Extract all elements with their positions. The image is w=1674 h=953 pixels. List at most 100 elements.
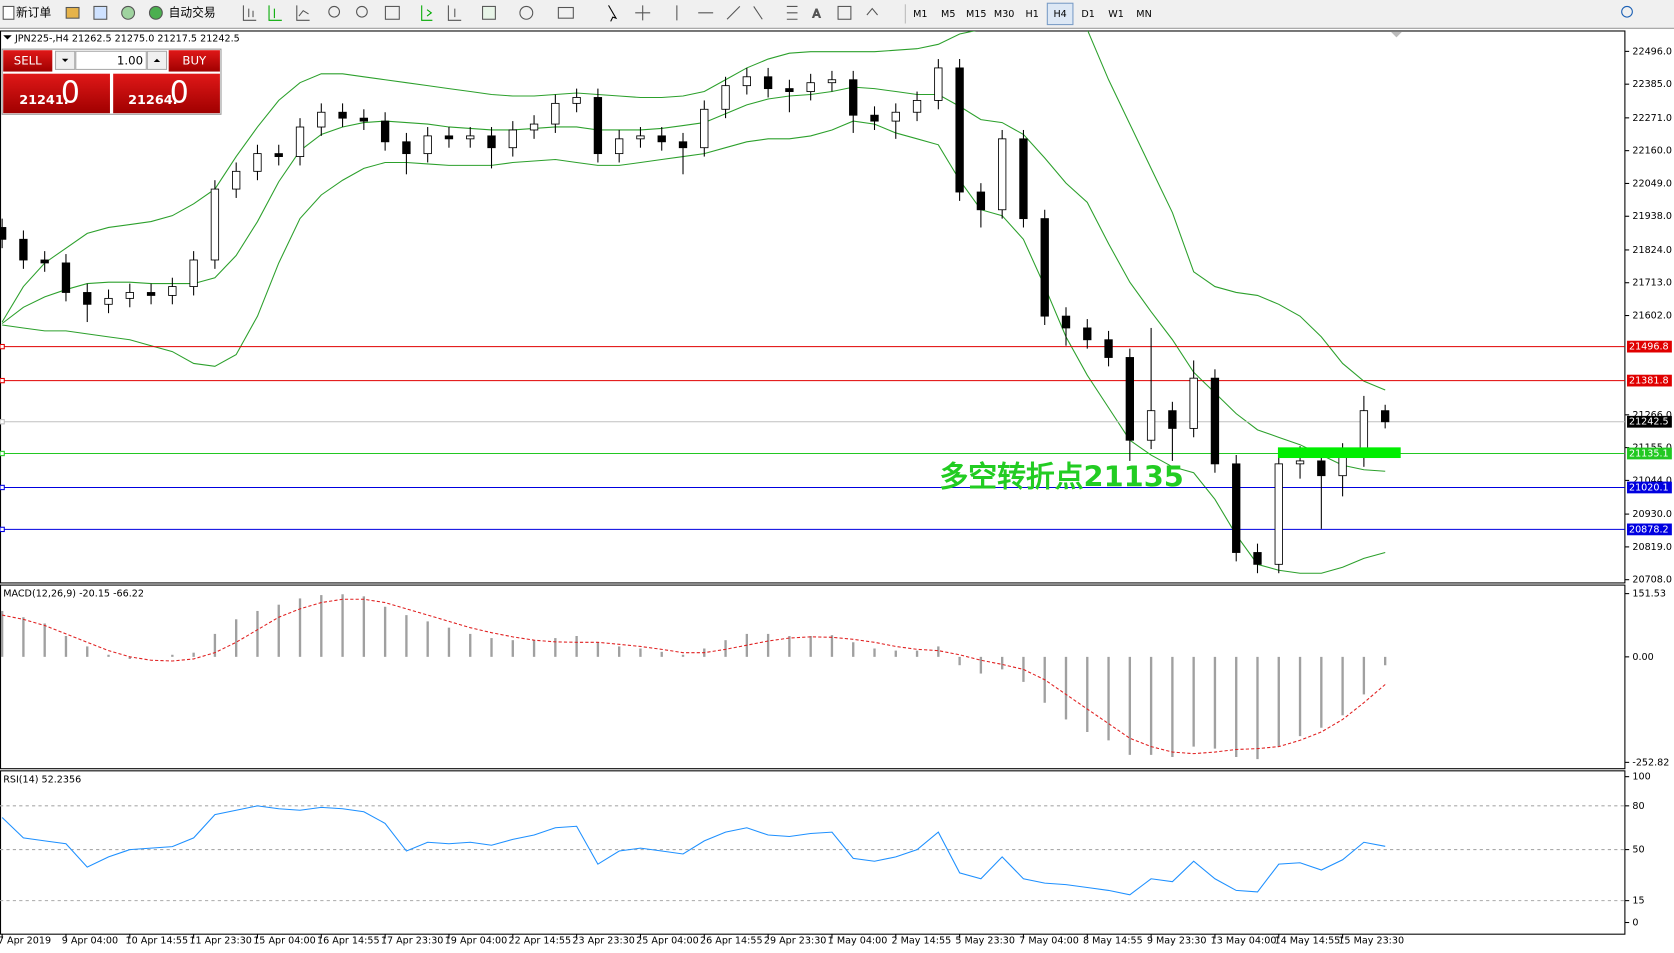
- candle-body: [636, 135, 645, 140]
- level-label: 21496.8: [1629, 342, 1669, 353]
- candle-body: [1210, 377, 1220, 465]
- candle-body: [615, 138, 624, 155]
- sell-price-box[interactable]: [3, 73, 110, 114]
- timeframe-button[interactable]: M1: [913, 9, 927, 20]
- arrow: [61, 58, 69, 62]
- icon: [65, 6, 80, 19]
- candle-body: [317, 111, 326, 128]
- auto-trading-button[interactable]: 自动交易: [169, 5, 216, 19]
- lots-field[interactable]: [75, 50, 147, 70]
- level-marker: [0, 450, 5, 457]
- macd-title: MACD(12,26,9) -20.15 -66.22: [3, 589, 144, 600]
- icon: [447, 5, 462, 21]
- candle-body: [763, 76, 773, 90]
- y-tick-label: 21938.0: [1632, 211, 1672, 222]
- buy-price-big: 0: [170, 75, 189, 110]
- rsi-line: [1, 805, 1386, 896]
- level-label-box: [1627, 447, 1672, 460]
- candle-body: [189, 259, 198, 288]
- candle-body: [1168, 410, 1177, 429]
- x-tick-label: 25 Apr 04:00: [636, 936, 699, 947]
- level-label-box: [1627, 523, 1672, 536]
- timeframe-button[interactable]: M5: [941, 9, 955, 20]
- x-tick-label: 17 Apr 23:30: [381, 936, 444, 947]
- y-tick-label: 20930.0: [1632, 509, 1672, 520]
- candle-body: [955, 67, 964, 193]
- timeframe-button[interactable]: W1: [1108, 9, 1124, 20]
- x-tick-label: 11 Apr 23:30: [189, 936, 252, 947]
- buy-price-box[interactable]: [113, 73, 220, 114]
- icon: [328, 5, 341, 18]
- candle-body: [657, 135, 666, 143]
- candle-body: [19, 238, 28, 261]
- level-label-box: [1627, 374, 1672, 387]
- x-tick-label: 26 Apr 14:55: [700, 936, 763, 947]
- timeframe-button[interactable]: D1: [1081, 9, 1095, 20]
- candle-body: [487, 135, 496, 149]
- y-tick-label: 22496.0: [1632, 46, 1672, 57]
- rsi-title: RSI(14) 52.2356: [3, 774, 81, 785]
- level-label: 21135.1: [1629, 448, 1669, 459]
- candle-body: [402, 141, 411, 155]
- candle-body: [1146, 410, 1156, 441]
- candle-body: [40, 259, 49, 264]
- x-tick-label: 14 May 14:55: [1275, 936, 1341, 947]
- rsi-panel-border: [0, 770, 1626, 935]
- annotation: 多空转折点21135: [939, 459, 1183, 493]
- candle-body: [359, 117, 369, 122]
- timeframe-button[interactable]: M30: [994, 9, 1015, 20]
- y-tick-label: 80: [1632, 801, 1644, 812]
- new-order-button[interactable]: 新订单: [16, 5, 51, 19]
- icon: [635, 5, 651, 21]
- icon: [676, 5, 798, 21]
- y-tick-label: 20819.0: [1632, 542, 1672, 553]
- candle-body: [295, 126, 305, 157]
- candle-body: [529, 123, 539, 131]
- lots-value: 1.00: [117, 53, 143, 67]
- level-marker: [0, 484, 5, 491]
- timeframe-button[interactable]: H4: [1053, 9, 1066, 20]
- candle-body: [210, 188, 220, 261]
- level-label: 21020.1: [1629, 482, 1669, 493]
- sell-label: SELL: [14, 53, 42, 67]
- price-chart-title: JPN225-,H4 21262.5 21275.0 21217.5 21242…: [14, 33, 240, 44]
- x-tick-label: 9 May 23:30: [1147, 936, 1207, 947]
- y-tick-label: -252.82: [1632, 757, 1669, 768]
- x-tick-label: 5 May 23:30: [955, 936, 1015, 947]
- candle-body: [1061, 315, 1071, 329]
- symbol-icon: [3, 35, 12, 40]
- candle-body: [232, 170, 241, 190]
- y-tick-label: 21602.0: [1632, 311, 1672, 322]
- timeframe-button[interactable]: MN: [1136, 9, 1151, 20]
- icon: [93, 5, 108, 20]
- candle-body: [700, 108, 709, 149]
- candle-body: [104, 297, 113, 305]
- level-marker: [0, 419, 5, 425]
- y-tick-label: 21713.0: [1632, 278, 1672, 289]
- candle-body: [1104, 339, 1113, 358]
- candle-body: [785, 88, 794, 92]
- timeframe-bar: M1 M5 M15 M30 H1 H4 D1 W1 MN: [904, 2, 1152, 26]
- x-tick-label: 10 Apr 14:55: [126, 936, 189, 947]
- icon: [837, 5, 852, 20]
- level-label: 21381.8: [1629, 376, 1669, 387]
- level-label: 20878.2: [1629, 524, 1669, 535]
- candle-body: [934, 67, 943, 101]
- x-tick-label: 2 May 14:55: [892, 936, 952, 947]
- buy-button[interactable]: [168, 50, 220, 72]
- icon: [519, 5, 534, 20]
- level-marker: [0, 377, 5, 384]
- timeframe-active: [1046, 2, 1074, 26]
- candle-body: [1083, 327, 1092, 341]
- x-tick-label: 9 Apr 04:00: [62, 936, 118, 947]
- sell-price-big: 0: [61, 75, 80, 110]
- sell-button[interactable]: [3, 50, 53, 72]
- candle-body: [912, 99, 922, 113]
- timeframe-button[interactable]: M15: [966, 9, 987, 20]
- search-icon: [1621, 5, 1633, 18]
- candle-body: [274, 153, 283, 157]
- candle-body: [1359, 410, 1369, 453]
- timeframe-button[interactable]: H1: [1025, 9, 1038, 20]
- icon: [2, 5, 15, 20]
